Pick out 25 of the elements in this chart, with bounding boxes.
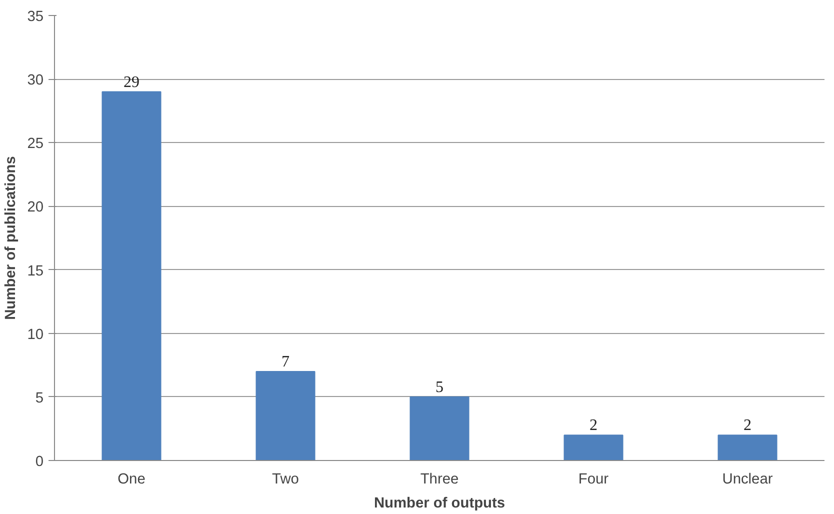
y-tick-label: 20 — [27, 200, 44, 216]
bar — [256, 371, 316, 460]
y-tick-label: 15 — [27, 263, 44, 280]
x-axis-title: Number of outputs — [374, 496, 506, 512]
bar — [410, 396, 470, 460]
y-axis-title: Number of publications — [3, 156, 20, 320]
data-label: 2 — [744, 417, 752, 434]
data-label: 29 — [124, 74, 140, 91]
x-tick-label: One — [118, 472, 146, 488]
data-label: 2 — [590, 417, 598, 434]
data-label: 5 — [436, 378, 444, 396]
y-tick-label: 30 — [27, 72, 44, 89]
x-tick-label: Three — [420, 472, 459, 488]
y-tick-label: 25 — [27, 136, 44, 152]
x-tick-label: Two — [272, 472, 299, 488]
x-tick-label: Four — [578, 472, 609, 488]
y-tick-label: 35 — [27, 9, 44, 25]
y-tick-label: 5 — [35, 390, 44, 406]
x-tick-label: Unclear — [722, 472, 773, 488]
bar — [102, 91, 162, 460]
bar — [564, 434, 624, 460]
bar — [718, 434, 778, 460]
data-label: 7 — [282, 354, 290, 370]
y-tick-label: 0 — [35, 454, 44, 470]
y-tick-label: 10 — [27, 326, 44, 343]
